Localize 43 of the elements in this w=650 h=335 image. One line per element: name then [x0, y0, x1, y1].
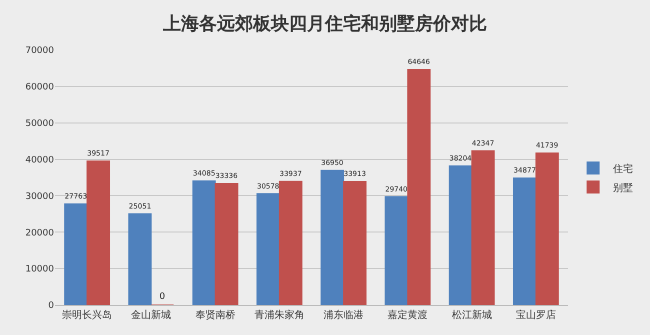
y-tick-label: 10000	[25, 264, 54, 275]
x-tick-label: 嘉定黄渡	[388, 309, 428, 321]
y-tick-label: 30000	[25, 192, 54, 202]
bar	[128, 213, 152, 305]
bar	[256, 193, 280, 305]
data-label: 42347	[472, 138, 494, 148]
bar	[448, 165, 472, 305]
legend-label: 别墅	[613, 182, 634, 194]
x-tick-label: 金山新城	[131, 309, 172, 321]
y-tick-label: 0	[48, 301, 54, 312]
bar	[278, 180, 302, 305]
bar	[320, 170, 344, 305]
y-tick-label: 20000	[25, 228, 54, 238]
bar	[407, 69, 431, 305]
y-tick-label: 60000	[25, 82, 54, 93]
x-tick-label: 奉贤南桥	[195, 309, 236, 321]
x-tick-label: 松江新城	[452, 309, 492, 321]
bar	[471, 150, 495, 305]
chart-title: 上海各远郊板块四月住宅和别墅房价对比	[162, 13, 487, 34]
data-label: 34085	[192, 168, 216, 178]
bar	[384, 196, 408, 305]
x-tick-label: 宝山罗店	[516, 309, 556, 321]
x-tick-label: 浦东临港	[324, 309, 364, 321]
data-label: 25051	[128, 201, 152, 210]
data-label: 0	[159, 292, 166, 302]
data-label: 39517	[87, 148, 110, 158]
x-tick-label: 崇明长兴岛	[62, 309, 112, 321]
x-tick-label: 青浦朱家角	[254, 309, 304, 321]
y-tick-label: 40000	[25, 155, 54, 166]
data-label: 27763	[64, 192, 88, 201]
bar	[64, 203, 88, 305]
bar	[214, 183, 238, 305]
bar	[343, 180, 367, 305]
bar	[192, 180, 216, 305]
bar	[86, 160, 110, 305]
data-label: 33937	[279, 169, 302, 178]
bar	[512, 177, 536, 305]
y-tick-label: 50000	[25, 119, 54, 130]
y-tick-label: 70000	[25, 46, 54, 56]
data-label: 33913	[344, 169, 366, 178]
legend-label: 住宅	[613, 162, 634, 175]
bar	[535, 152, 559, 305]
data-label: 34877	[514, 166, 536, 175]
